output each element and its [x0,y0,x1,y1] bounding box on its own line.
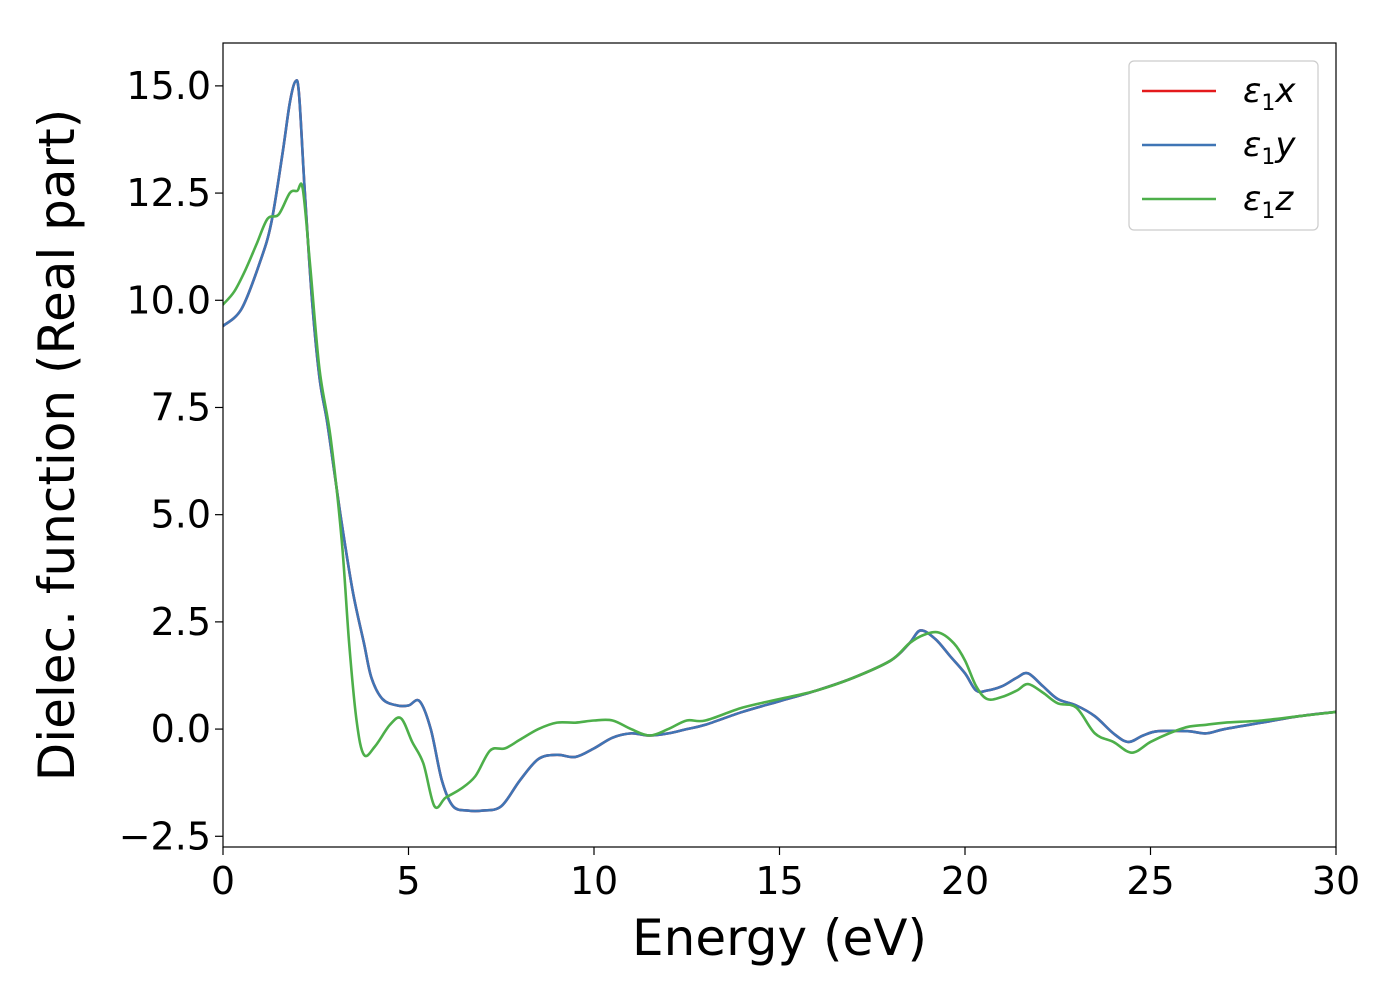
x-tick-label: 25 [1126,859,1174,903]
x-tick-label: 5 [396,859,420,903]
x-tick-label: 30 [1312,859,1360,903]
legend-box [1128,60,1319,231]
y-tick-label: 2.5 [151,600,211,644]
x-tick-label: 10 [570,859,618,903]
y-axis-label: Dielec. function (Real part) [28,109,86,781]
y-tick-label: 10.0 [126,278,211,322]
legend-label-y: ε1y [1243,125,1296,170]
legend-label-z: ε1z [1243,179,1294,224]
y-tick-label: 15.0 [126,64,211,108]
y-tick-label: 0.0 [151,707,211,751]
x-tick-label: 15 [755,859,803,903]
y-tick-label: 5.0 [151,493,211,537]
y-tick-label: 12.5 [126,171,211,215]
x-tick-label: 0 [211,859,235,903]
legend: ε1x ε1y ε1z [1128,60,1319,231]
legend-label-x: ε1x [1243,71,1296,116]
series-layer [223,79,1336,813]
y-tick-label: −2.5 [119,814,211,858]
series-line-z [223,182,1336,810]
x-tick-label: 20 [941,859,989,903]
y-tick-label: 7.5 [151,385,211,429]
x-axis-label: Energy (eV) [632,909,927,967]
y-axis-ticks: −2.5 0.0 2.5 5.0 7.5 10.0 12.5 15.0 [119,64,223,858]
x-axis-ticks: 0 5 10 15 20 25 30 [211,847,1360,903]
